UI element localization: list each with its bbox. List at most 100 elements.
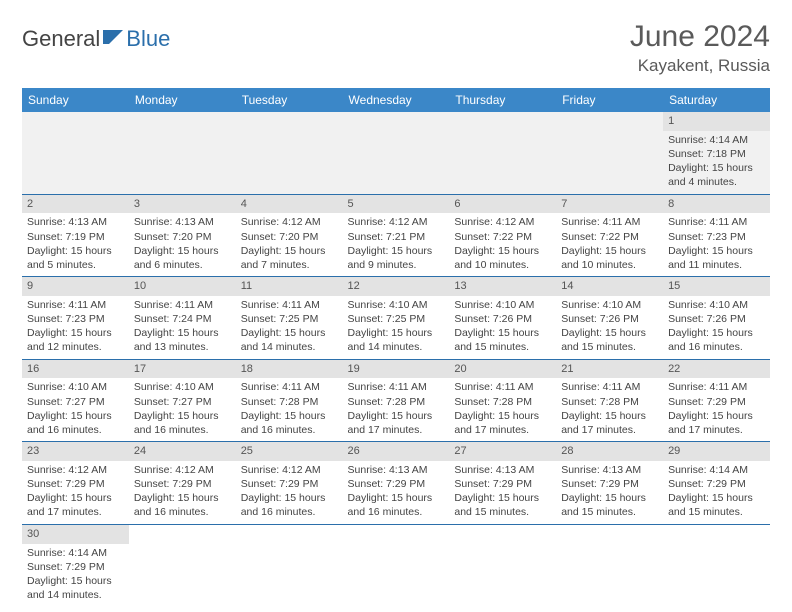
- weekday-sunday: Sunday: [22, 88, 129, 112]
- day-cell-26: 26Sunrise: 4:13 AMSunset: 7:29 PMDayligh…: [343, 442, 450, 525]
- day-cell-21: 21Sunrise: 4:11 AMSunset: 7:28 PMDayligh…: [556, 359, 663, 442]
- day-cell-11: 11Sunrise: 4:11 AMSunset: 7:25 PMDayligh…: [236, 277, 343, 360]
- empty-cell: [236, 524, 343, 606]
- brand-part2: Blue: [126, 26, 170, 52]
- day-content: Sunrise: 4:12 AMSunset: 7:29 PMDaylight:…: [129, 461, 236, 524]
- day-number: 16: [22, 360, 129, 379]
- day-number: 17: [129, 360, 236, 379]
- weekday-tuesday: Tuesday: [236, 88, 343, 112]
- day-cell-8: 8Sunrise: 4:11 AMSunset: 7:23 PMDaylight…: [663, 194, 770, 277]
- day-cell-7: 7Sunrise: 4:11 AMSunset: 7:22 PMDaylight…: [556, 194, 663, 277]
- day-number: 20: [449, 360, 556, 379]
- weekday-saturday: Saturday: [663, 88, 770, 112]
- calendar-row: 23Sunrise: 4:12 AMSunset: 7:29 PMDayligh…: [22, 442, 770, 525]
- day-content: Sunrise: 4:12 AMSunset: 7:20 PMDaylight:…: [236, 213, 343, 276]
- day-cell-1: 1Sunrise: 4:14 AMSunset: 7:18 PMDaylight…: [663, 112, 770, 194]
- empty-cell: [556, 112, 663, 194]
- calendar-table: SundayMondayTuesdayWednesdayThursdayFrid…: [22, 88, 770, 606]
- day-content: Sunrise: 4:13 AMSunset: 7:29 PMDaylight:…: [343, 461, 450, 524]
- day-cell-28: 28Sunrise: 4:13 AMSunset: 7:29 PMDayligh…: [556, 442, 663, 525]
- empty-cell: [129, 112, 236, 194]
- calendar-row: 9Sunrise: 4:11 AMSunset: 7:23 PMDaylight…: [22, 277, 770, 360]
- day-number: 5: [343, 195, 450, 214]
- day-content: Sunrise: 4:10 AMSunset: 7:27 PMDaylight:…: [22, 378, 129, 441]
- day-cell-16: 16Sunrise: 4:10 AMSunset: 7:27 PMDayligh…: [22, 359, 129, 442]
- day-number: 28: [556, 442, 663, 461]
- day-content: Sunrise: 4:11 AMSunset: 7:29 PMDaylight:…: [663, 378, 770, 441]
- day-number: 21: [556, 360, 663, 379]
- day-content: Sunrise: 4:12 AMSunset: 7:29 PMDaylight:…: [236, 461, 343, 524]
- day-content: Sunrise: 4:10 AMSunset: 7:27 PMDaylight:…: [129, 378, 236, 441]
- day-number: 10: [129, 277, 236, 296]
- empty-cell: [129, 524, 236, 606]
- day-cell-30: 30Sunrise: 4:14 AMSunset: 7:29 PMDayligh…: [22, 524, 129, 606]
- brand-part1: General: [22, 26, 100, 52]
- day-cell-15: 15Sunrise: 4:10 AMSunset: 7:26 PMDayligh…: [663, 277, 770, 360]
- day-number: 14: [556, 277, 663, 296]
- day-cell-2: 2Sunrise: 4:13 AMSunset: 7:19 PMDaylight…: [22, 194, 129, 277]
- day-number: 23: [22, 442, 129, 461]
- calendar-row: 2Sunrise: 4:13 AMSunset: 7:19 PMDaylight…: [22, 194, 770, 277]
- day-cell-4: 4Sunrise: 4:12 AMSunset: 7:20 PMDaylight…: [236, 194, 343, 277]
- day-content: Sunrise: 4:10 AMSunset: 7:26 PMDaylight:…: [663, 296, 770, 359]
- weekday-monday: Monday: [129, 88, 236, 112]
- flag-icon: [103, 26, 125, 52]
- day-number: 18: [236, 360, 343, 379]
- day-number: 15: [663, 277, 770, 296]
- day-number: 26: [343, 442, 450, 461]
- day-cell-17: 17Sunrise: 4:10 AMSunset: 7:27 PMDayligh…: [129, 359, 236, 442]
- day-cell-27: 27Sunrise: 4:13 AMSunset: 7:29 PMDayligh…: [449, 442, 556, 525]
- empty-cell: [343, 524, 450, 606]
- day-number: 4: [236, 195, 343, 214]
- day-number: 8: [663, 195, 770, 214]
- day-number: 19: [343, 360, 450, 379]
- day-number: 13: [449, 277, 556, 296]
- day-number: 27: [449, 442, 556, 461]
- empty-cell: [663, 524, 770, 606]
- day-cell-23: 23Sunrise: 4:12 AMSunset: 7:29 PMDayligh…: [22, 442, 129, 525]
- day-content: Sunrise: 4:10 AMSunset: 7:26 PMDaylight:…: [449, 296, 556, 359]
- day-cell-14: 14Sunrise: 4:10 AMSunset: 7:26 PMDayligh…: [556, 277, 663, 360]
- calendar-body: 1Sunrise: 4:14 AMSunset: 7:18 PMDaylight…: [22, 112, 770, 606]
- day-number: 2: [22, 195, 129, 214]
- day-number: 22: [663, 360, 770, 379]
- weekday-header-row: SundayMondayTuesdayWednesdayThursdayFrid…: [22, 88, 770, 112]
- day-content: Sunrise: 4:14 AMSunset: 7:29 PMDaylight:…: [22, 544, 129, 607]
- day-number: 1: [663, 112, 770, 131]
- day-cell-24: 24Sunrise: 4:12 AMSunset: 7:29 PMDayligh…: [129, 442, 236, 525]
- empty-cell: [449, 112, 556, 194]
- location: Kayakent, Russia: [630, 56, 770, 76]
- day-number: 11: [236, 277, 343, 296]
- day-cell-3: 3Sunrise: 4:13 AMSunset: 7:20 PMDaylight…: [129, 194, 236, 277]
- day-cell-19: 19Sunrise: 4:11 AMSunset: 7:28 PMDayligh…: [343, 359, 450, 442]
- day-number: 29: [663, 442, 770, 461]
- day-content: Sunrise: 4:11 AMSunset: 7:24 PMDaylight:…: [129, 296, 236, 359]
- calendar-row: 16Sunrise: 4:10 AMSunset: 7:27 PMDayligh…: [22, 359, 770, 442]
- empty-cell: [343, 112, 450, 194]
- day-content: Sunrise: 4:14 AMSunset: 7:18 PMDaylight:…: [663, 131, 770, 194]
- day-cell-20: 20Sunrise: 4:11 AMSunset: 7:28 PMDayligh…: [449, 359, 556, 442]
- day-number: 7: [556, 195, 663, 214]
- weekday-wednesday: Wednesday: [343, 88, 450, 112]
- day-content: Sunrise: 4:13 AMSunset: 7:29 PMDaylight:…: [556, 461, 663, 524]
- day-content: Sunrise: 4:11 AMSunset: 7:28 PMDaylight:…: [236, 378, 343, 441]
- day-number: 9: [22, 277, 129, 296]
- day-number: 3: [129, 195, 236, 214]
- empty-cell: [449, 524, 556, 606]
- day-number: 25: [236, 442, 343, 461]
- day-cell-25: 25Sunrise: 4:12 AMSunset: 7:29 PMDayligh…: [236, 442, 343, 525]
- day-cell-10: 10Sunrise: 4:11 AMSunset: 7:24 PMDayligh…: [129, 277, 236, 360]
- day-content: Sunrise: 4:13 AMSunset: 7:20 PMDaylight:…: [129, 213, 236, 276]
- day-content: Sunrise: 4:11 AMSunset: 7:23 PMDaylight:…: [663, 213, 770, 276]
- day-content: Sunrise: 4:12 AMSunset: 7:22 PMDaylight:…: [449, 213, 556, 276]
- empty-cell: [236, 112, 343, 194]
- day-content: Sunrise: 4:11 AMSunset: 7:22 PMDaylight:…: [556, 213, 663, 276]
- weekday-friday: Friday: [556, 88, 663, 112]
- title-block: June 2024 Kayakent, Russia: [630, 20, 770, 76]
- calendar-row: 1Sunrise: 4:14 AMSunset: 7:18 PMDaylight…: [22, 112, 770, 194]
- day-cell-29: 29Sunrise: 4:14 AMSunset: 7:29 PMDayligh…: [663, 442, 770, 525]
- brand-logo: General Blue: [22, 26, 170, 52]
- day-number: 6: [449, 195, 556, 214]
- day-number: 24: [129, 442, 236, 461]
- day-content: Sunrise: 4:11 AMSunset: 7:25 PMDaylight:…: [236, 296, 343, 359]
